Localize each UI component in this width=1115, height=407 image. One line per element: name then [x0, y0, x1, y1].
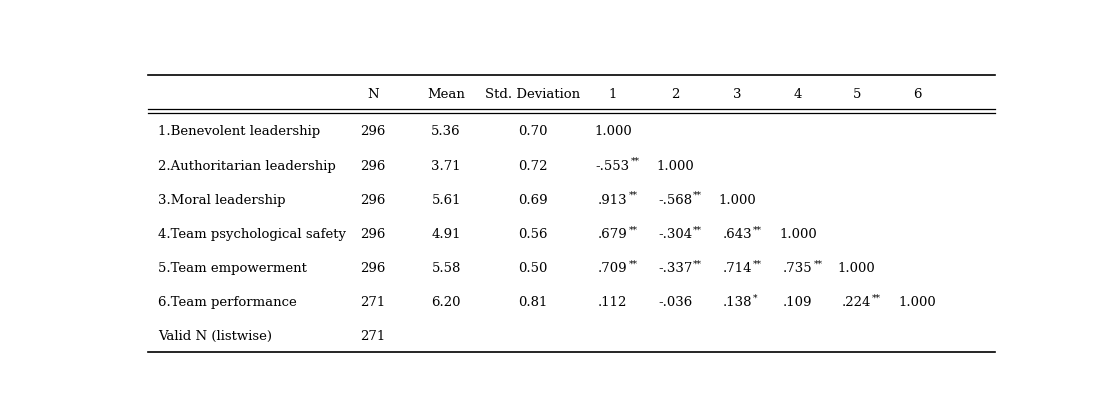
Text: **: **	[631, 157, 640, 166]
Text: 3: 3	[733, 88, 741, 101]
Text: 296: 296	[360, 160, 386, 173]
Text: N: N	[367, 88, 378, 101]
Text: **: **	[629, 260, 638, 269]
Text: *: *	[753, 293, 757, 303]
Text: 296: 296	[360, 125, 386, 138]
Text: **: **	[694, 225, 702, 234]
Text: 2.Authoritarian leadership: 2.Authoritarian leadership	[158, 160, 336, 173]
Text: 1.000: 1.000	[837, 262, 875, 275]
Text: 0.72: 0.72	[517, 160, 547, 173]
Text: 3.71: 3.71	[432, 160, 460, 173]
Text: 6.Team performance: 6.Team performance	[158, 296, 297, 309]
Text: 5: 5	[852, 88, 861, 101]
Text: 296: 296	[360, 194, 386, 207]
Text: .913: .913	[598, 194, 628, 207]
Text: 6.20: 6.20	[432, 296, 460, 309]
Text: 4: 4	[794, 88, 802, 101]
Text: 1.000: 1.000	[657, 160, 694, 173]
Text: -.568: -.568	[658, 194, 692, 207]
Text: 0.81: 0.81	[517, 296, 547, 309]
Text: 6: 6	[913, 88, 921, 101]
Text: 5.58: 5.58	[432, 262, 460, 275]
Text: 1.Benevolent leadership: 1.Benevolent leadership	[158, 125, 320, 138]
Text: .109: .109	[783, 296, 813, 309]
Text: 5.61: 5.61	[432, 194, 460, 207]
Text: 296: 296	[360, 228, 386, 241]
Text: 0.50: 0.50	[517, 262, 547, 275]
Text: 3.Moral leadership: 3.Moral leadership	[158, 194, 285, 207]
Text: **: **	[629, 191, 638, 200]
Text: 0.69: 0.69	[517, 194, 547, 207]
Text: 0.70: 0.70	[517, 125, 547, 138]
Text: 2: 2	[671, 88, 679, 101]
Text: -.553: -.553	[595, 160, 630, 173]
Text: .112: .112	[599, 296, 628, 309]
Text: 1.000: 1.000	[779, 228, 816, 241]
Text: .714: .714	[723, 262, 753, 275]
Text: .138: .138	[723, 296, 753, 309]
Text: **: **	[814, 260, 823, 269]
Text: **: **	[872, 293, 881, 303]
Text: 1.000: 1.000	[899, 296, 935, 309]
Text: 4.Team psychological safety: 4.Team psychological safety	[158, 228, 347, 241]
Text: .643: .643	[723, 228, 753, 241]
Text: .709: .709	[598, 262, 628, 275]
Text: 1.000: 1.000	[718, 194, 756, 207]
Text: **: **	[753, 260, 762, 269]
Text: -.036: -.036	[658, 296, 692, 309]
Text: 296: 296	[360, 262, 386, 275]
Text: 0.56: 0.56	[517, 228, 547, 241]
Text: 4.91: 4.91	[432, 228, 460, 241]
Text: **: **	[694, 191, 702, 200]
Text: Std. Deviation: Std. Deviation	[485, 88, 580, 101]
Text: **: **	[694, 260, 702, 269]
Text: 5.Team empowerment: 5.Team empowerment	[158, 262, 308, 275]
Text: **: **	[753, 225, 762, 234]
Text: Valid N (listwise): Valid N (listwise)	[158, 330, 272, 344]
Text: .224: .224	[842, 296, 871, 309]
Text: 1.000: 1.000	[594, 125, 632, 138]
Text: **: **	[629, 225, 638, 234]
Text: .679: .679	[598, 228, 628, 241]
Text: .735: .735	[783, 262, 813, 275]
Text: 271: 271	[360, 330, 386, 344]
Text: -.304: -.304	[658, 228, 692, 241]
Text: Mean: Mean	[427, 88, 465, 101]
Text: 271: 271	[360, 296, 386, 309]
Text: 1: 1	[609, 88, 617, 101]
Text: -.337: -.337	[658, 262, 692, 275]
Text: 5.36: 5.36	[432, 125, 460, 138]
